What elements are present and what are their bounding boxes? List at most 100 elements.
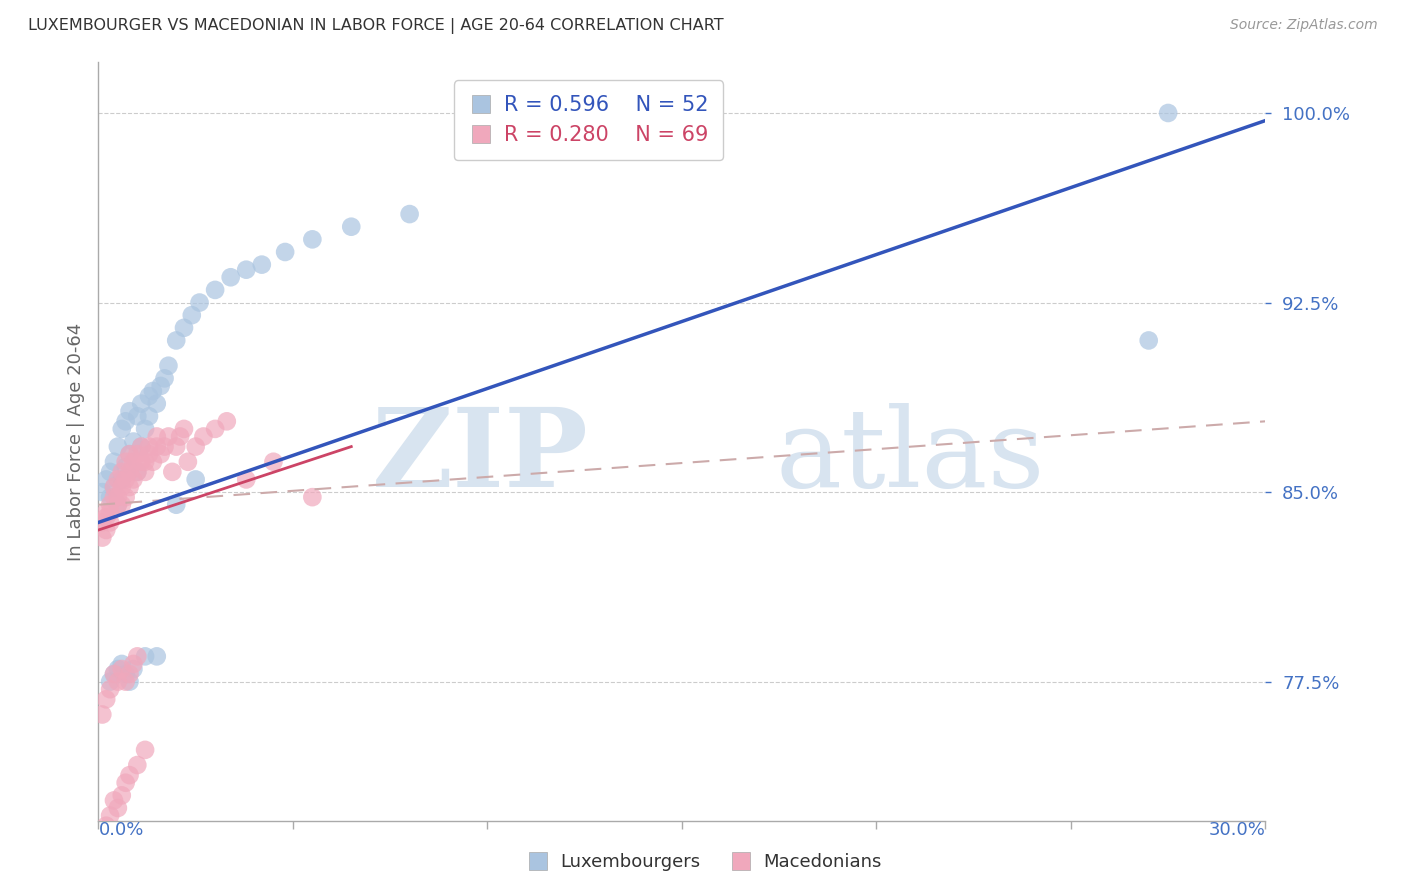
Point <box>153 440 176 454</box>
Point <box>127 447 149 461</box>
Point <box>177 455 200 469</box>
Point <box>111 480 134 494</box>
Point <box>142 455 165 469</box>
Point <box>146 649 169 664</box>
Point <box>122 434 145 449</box>
Point <box>162 465 184 479</box>
Point <box>138 447 160 461</box>
Point <box>111 422 134 436</box>
Point <box>103 667 125 681</box>
Point <box>118 404 141 418</box>
Point <box>340 219 363 234</box>
Point <box>103 667 125 681</box>
Point <box>118 480 141 494</box>
Point <box>165 498 187 512</box>
Point <box>107 674 129 689</box>
Point <box>157 429 180 443</box>
Point <box>127 409 149 424</box>
Point <box>98 516 121 530</box>
Point <box>98 490 121 504</box>
Point <box>98 498 121 512</box>
Point <box>122 455 145 469</box>
Point <box>111 662 134 676</box>
Point <box>184 440 207 454</box>
Text: 0.0%: 0.0% <box>98 821 143 838</box>
Point <box>146 397 169 411</box>
Point <box>134 743 156 757</box>
Point <box>107 498 129 512</box>
Point <box>103 455 125 469</box>
Point <box>204 422 226 436</box>
Point <box>138 389 160 403</box>
Point <box>301 490 323 504</box>
Point <box>96 473 118 487</box>
Point <box>398 207 420 221</box>
Point <box>184 473 207 487</box>
Point <box>193 429 215 443</box>
Point <box>235 473 257 487</box>
Point <box>173 422 195 436</box>
Point <box>98 505 121 519</box>
Point <box>91 531 114 545</box>
Point <box>114 490 136 504</box>
Point <box>118 768 141 782</box>
Point <box>129 440 152 454</box>
Legend: Luxembourgers, Macedonians: Luxembourgers, Macedonians <box>517 847 889 879</box>
Legend: R = 0.596    N = 52, R = 0.280    N = 69: R = 0.596 N = 52, R = 0.280 N = 69 <box>454 80 723 160</box>
Point <box>127 649 149 664</box>
Point <box>111 465 134 479</box>
Point <box>138 440 160 454</box>
Point <box>134 455 156 469</box>
Point <box>103 480 125 494</box>
Point <box>118 667 141 681</box>
Point <box>103 490 125 504</box>
Point <box>96 510 118 524</box>
Point <box>129 455 152 469</box>
Point <box>96 505 118 519</box>
Point <box>118 447 141 461</box>
Point <box>111 473 134 487</box>
Point <box>107 801 129 815</box>
Point <box>118 465 141 479</box>
Point <box>103 480 125 494</box>
Point <box>1137 334 1160 348</box>
Point <box>91 707 114 722</box>
Point <box>134 649 156 664</box>
Point <box>114 776 136 790</box>
Point <box>134 422 156 436</box>
Point <box>129 397 152 411</box>
Point <box>149 447 172 461</box>
Point <box>173 320 195 334</box>
Point <box>96 523 118 537</box>
Point <box>111 789 134 803</box>
Point <box>235 262 257 277</box>
Point <box>127 465 149 479</box>
Point <box>91 485 114 500</box>
Point <box>118 674 141 689</box>
Point <box>111 657 134 671</box>
Point <box>262 455 284 469</box>
Point <box>107 473 129 487</box>
Point <box>122 657 145 671</box>
Point <box>149 379 172 393</box>
Text: Source: ZipAtlas.com: Source: ZipAtlas.com <box>1230 18 1378 32</box>
Point <box>146 429 169 443</box>
Point <box>98 465 121 479</box>
Point <box>114 473 136 487</box>
Point <box>142 384 165 398</box>
Point <box>98 808 121 822</box>
Text: LUXEMBOURGER VS MACEDONIAN IN LABOR FORCE | AGE 20-64 CORRELATION CHART: LUXEMBOURGER VS MACEDONIAN IN LABOR FORC… <box>28 18 724 34</box>
Text: ZIP: ZIP <box>371 403 589 510</box>
Point <box>111 498 134 512</box>
Point <box>180 308 202 322</box>
Point <box>107 498 129 512</box>
Point <box>96 692 118 706</box>
Point <box>96 819 118 833</box>
Point <box>98 674 121 689</box>
Point <box>204 283 226 297</box>
Point <box>107 440 129 454</box>
Point <box>138 409 160 424</box>
Point <box>114 674 136 689</box>
Point <box>114 455 136 469</box>
Point <box>103 793 125 807</box>
